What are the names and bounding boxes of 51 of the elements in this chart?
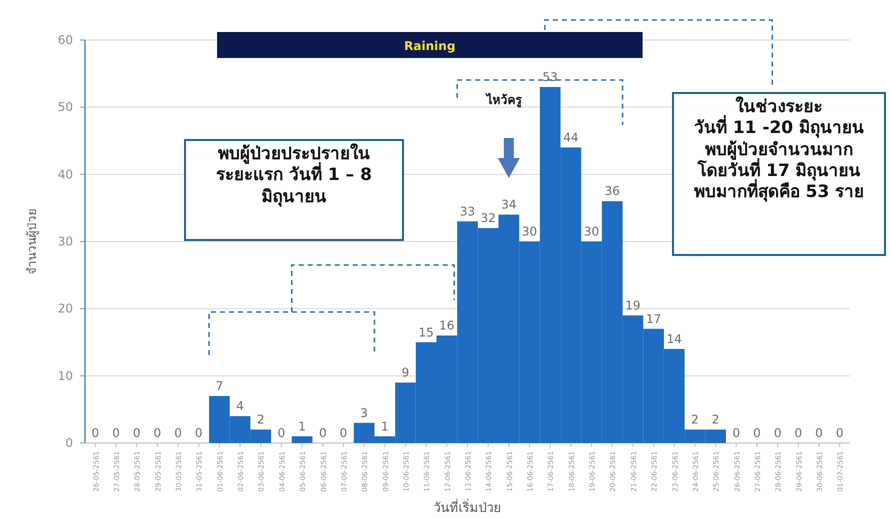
- y-tick-label: 60: [58, 33, 73, 47]
- data-label: 53: [542, 70, 558, 84]
- data-label: 19: [625, 298, 641, 312]
- data-label: 0: [132, 426, 141, 440]
- data-label: 0: [836, 426, 844, 440]
- y-tick-label: 30: [58, 234, 73, 248]
- annotation: พบผู้ป่วยประปรายใน ระยะแรก วันที่ 1 – 8 มิถุนายน: [215, 142, 373, 209]
- bar: [292, 436, 312, 443]
- data-label: 0: [774, 426, 782, 440]
- data-label: 44: [563, 130, 579, 144]
- data-label: 14: [666, 332, 682, 346]
- annotation: ไหว้ครู: [484, 92, 522, 108]
- data-label: 0: [815, 426, 823, 440]
- data-label: 32: [480, 211, 496, 226]
- data-label: 33: [460, 204, 476, 218]
- data-label: 1: [380, 419, 389, 434]
- data-label: 0: [194, 426, 203, 440]
- annotation: Raining: [404, 39, 456, 53]
- data-label: 0: [278, 426, 286, 440]
- data-label: 0: [174, 426, 182, 440]
- data-label: 0: [340, 426, 348, 440]
- data-label: 2: [256, 412, 265, 427]
- y-tick-label: 40: [58, 167, 73, 182]
- data-label: 0: [92, 426, 100, 440]
- data-label: 0: [112, 426, 120, 440]
- data-label: 2: [691, 412, 699, 427]
- data-label: 4: [236, 399, 244, 414]
- data-label: 17: [646, 312, 662, 326]
- data-label: 7: [216, 378, 224, 393]
- y-tick-label: 0: [65, 436, 73, 450]
- y-axis-title: จำนวนผู้ป่วย: [25, 208, 40, 274]
- data-label: 30: [522, 224, 538, 238]
- data-label: 2: [712, 412, 720, 427]
- y-tick-label: 10: [58, 368, 73, 383]
- y-tick-label: 20: [58, 302, 73, 316]
- data-label: 1: [298, 419, 306, 434]
- data-label: 0: [732, 426, 740, 440]
- data-label: 15: [418, 325, 434, 340]
- annotation: ในช่วงระยะ วันที่ 11 -20 มิถุนายน พบผู้ป่วยจำนวนมาก โดยวันที่ 17 มิถุนายน พบมากที่สุดคือ 53 ราย: [692, 95, 866, 204]
- data-label: 16: [439, 318, 454, 333]
- data-label: 34: [501, 198, 516, 212]
- data-label: 0: [794, 426, 802, 440]
- x-axis-title: วันที่เริ่มป่วย: [434, 499, 502, 516]
- y-tick-label: 50: [58, 100, 73, 114]
- data-label: 0: [318, 426, 327, 440]
- data-label: 0: [154, 426, 162, 440]
- data-label: 30: [584, 224, 600, 238]
- data-label: 3: [360, 406, 368, 420]
- data-label: 0: [753, 426, 761, 440]
- data-label: 9: [402, 366, 410, 380]
- data-label: 36: [604, 184, 620, 198]
